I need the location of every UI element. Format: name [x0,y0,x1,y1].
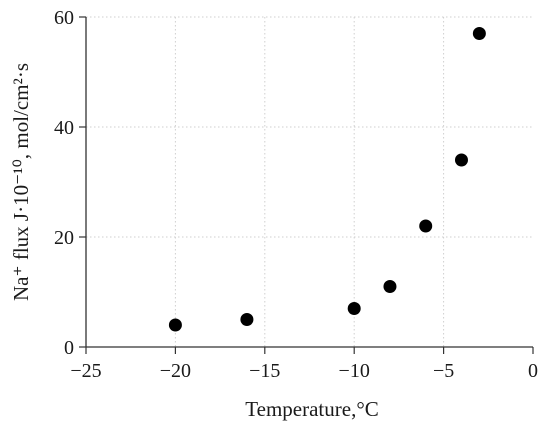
grid [86,16,533,347]
x-tick-label: −20 [160,360,191,382]
x-axis-label: Temperature,°C [245,397,378,421]
data-point [454,153,468,167]
y-tick-label: 40 [54,117,74,139]
y-tick-label: 60 [54,7,74,29]
tick-labels: −25 −20 −15 −10 −5 0 0 20 40 60 [54,7,538,382]
y-tick-label: 20 [54,227,74,249]
data-point [472,27,486,40]
data-point [383,280,397,293]
data-points [168,27,486,332]
x-tick-label: −5 [433,360,454,382]
data-point [419,219,433,233]
x-tick-label: −10 [339,360,370,382]
x-tick-label: −15 [249,360,280,382]
x-tick-label: −25 [70,360,101,382]
y-tick-label: 0 [64,337,74,359]
data-point [240,313,254,326]
x-tick-label: 0 [528,360,538,382]
data-point [347,302,361,315]
axes [79,16,534,354]
data-point [168,318,182,332]
y-axis-label: Na⁺ flux J·10⁻¹⁰, mol/cm²·s [9,63,33,301]
